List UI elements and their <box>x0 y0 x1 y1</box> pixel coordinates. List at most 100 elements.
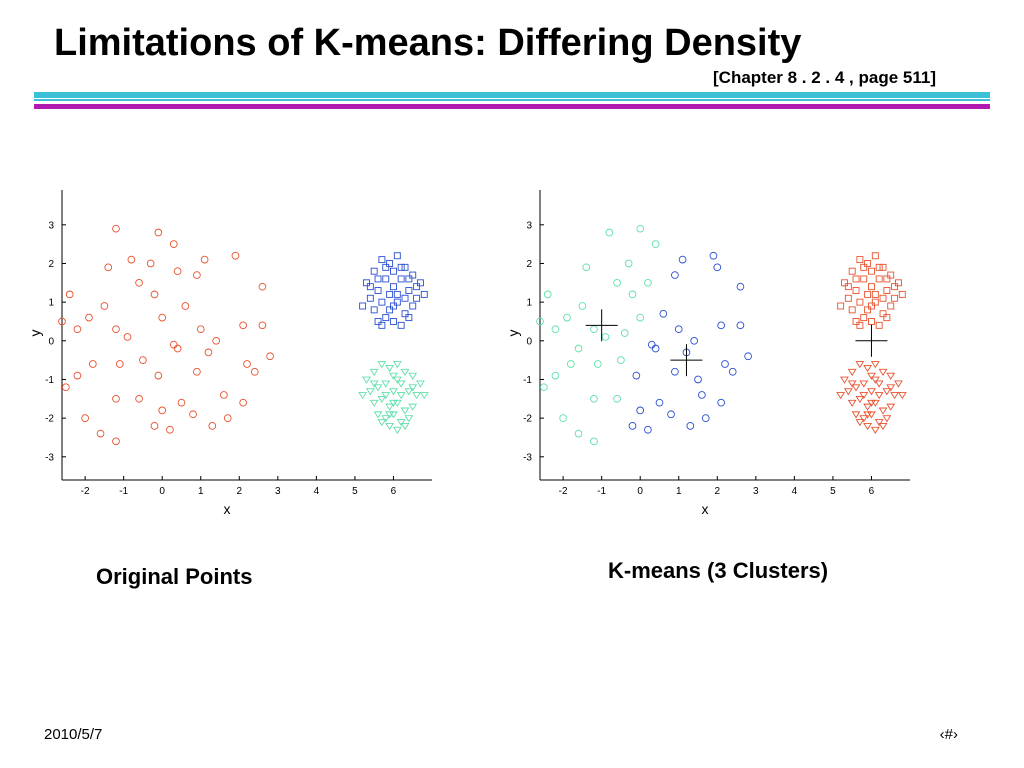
data-point-circle <box>671 271 679 279</box>
data-point-square <box>397 321 405 329</box>
data-point-circle <box>258 321 267 330</box>
data-point-circle <box>717 398 725 407</box>
data-point-square <box>883 314 891 322</box>
data-point-triangle <box>404 415 414 423</box>
data-point-square <box>856 256 864 264</box>
data-point-square <box>382 275 390 283</box>
data-point-triangle <box>369 399 379 407</box>
data-point-circle <box>590 325 598 334</box>
data-point-triangle <box>400 407 410 415</box>
data-point-circle <box>123 333 132 341</box>
data-point-triangle <box>878 407 888 415</box>
data-point-triangle <box>389 372 398 380</box>
x-tick-label: 0 <box>637 486 643 497</box>
data-point-circle <box>73 371 82 380</box>
data-point-triangle <box>373 411 383 419</box>
data-point-triangle <box>882 415 892 423</box>
data-point-circle <box>620 329 629 337</box>
data-point-circle <box>624 259 633 268</box>
data-point-circle <box>96 429 105 438</box>
data-point-circle <box>540 383 548 392</box>
data-point-square <box>397 263 405 271</box>
data-point-triangle <box>886 403 896 411</box>
data-point-circle <box>150 422 159 430</box>
data-point-circle <box>713 263 722 272</box>
data-point-triangle <box>863 423 873 431</box>
data-point-circle <box>88 360 97 368</box>
x-tick-label: 3 <box>275 486 281 497</box>
data-point-triangle <box>843 388 853 396</box>
data-point-circle <box>636 406 645 415</box>
x-tick-label: 0 <box>159 486 165 497</box>
data-point-square <box>844 294 852 302</box>
y-tick-label: 2 <box>526 259 532 270</box>
data-point-triangle <box>874 380 884 388</box>
axes: -2 -1 0 1 2 3 4 5 6 3 2 1 0 -1 -2 -3 x y <box>27 190 432 517</box>
data-point-circle <box>709 251 718 260</box>
data-point-square <box>405 275 413 283</box>
data-point-circle <box>154 371 163 380</box>
data-point-circle <box>701 414 710 422</box>
y-tick-label: 1 <box>526 298 532 309</box>
kmeans-clusters-chart: -2 -1 0 1 2 3 4 5 6 3 2 1 0 -1 -2 -3 x y <box>505 190 910 517</box>
data-point-circle <box>651 344 660 353</box>
data-point-triangle <box>389 399 398 407</box>
y-tick-label: 1 <box>48 298 54 309</box>
data-point-square <box>860 275 868 283</box>
data-point-circle <box>112 325 120 334</box>
data-point-square <box>405 287 413 294</box>
data-point-circle <box>220 391 228 399</box>
data-point-circle <box>686 422 695 430</box>
series-1 <box>58 224 274 446</box>
data-point-circle <box>728 367 737 376</box>
data-point-triangle <box>867 388 876 396</box>
data-point-square <box>868 318 875 325</box>
x-tick-label: 1 <box>676 486 682 497</box>
data-point-triangle <box>859 380 869 388</box>
data-point-triangle <box>855 361 865 369</box>
axes: -2 -1 0 1 2 3 4 5 6 3 2 1 0 -1 -2 -3 x y <box>505 190 910 517</box>
y-tick-label: -1 <box>45 375 54 386</box>
data-point-triangle <box>878 423 888 431</box>
data-point-circle <box>104 263 113 272</box>
data-point-triangle <box>878 368 888 376</box>
data-point-triangle <box>385 365 395 373</box>
centroids <box>585 309 888 377</box>
data-point-circle <box>632 371 641 380</box>
data-point-triangle <box>392 361 402 369</box>
data-point-square <box>883 275 891 283</box>
data-point-circle <box>613 278 621 287</box>
data-point-square <box>374 287 382 294</box>
data-point-circle <box>671 367 679 376</box>
y-tick-label: -1 <box>523 375 532 386</box>
data-point-circle <box>698 391 706 399</box>
data-point-square <box>393 252 401 260</box>
data-point-square <box>871 252 879 260</box>
data-point-square <box>864 260 872 267</box>
data-point-triangle <box>373 384 383 392</box>
data-point-triangle <box>408 372 418 380</box>
x-tick-label: 4 <box>792 486 798 497</box>
data-point-circle <box>169 340 178 349</box>
data-point-circle <box>605 228 614 237</box>
data-point-circle <box>574 429 583 438</box>
data-point-square <box>378 298 386 306</box>
caption-original-points: Original Points <box>96 564 253 589</box>
series-4 <box>836 361 907 434</box>
data-point-circle <box>135 394 143 403</box>
data-point-circle <box>655 398 664 407</box>
data-point-square <box>401 263 409 271</box>
data-point-circle <box>551 325 560 334</box>
data-point-circle <box>58 317 66 326</box>
data-point-triangle <box>381 392 391 400</box>
data-point-square <box>860 263 868 271</box>
data-point-square <box>390 302 397 310</box>
data-point-circle <box>189 410 197 419</box>
series-2 <box>359 252 428 329</box>
data-point-triangle <box>847 399 857 407</box>
y-tick-label: 0 <box>48 336 54 347</box>
data-point-circle <box>736 282 745 291</box>
data-point-triangle <box>400 368 410 376</box>
data-point-triangle <box>874 419 884 427</box>
data-point-square <box>366 294 374 302</box>
